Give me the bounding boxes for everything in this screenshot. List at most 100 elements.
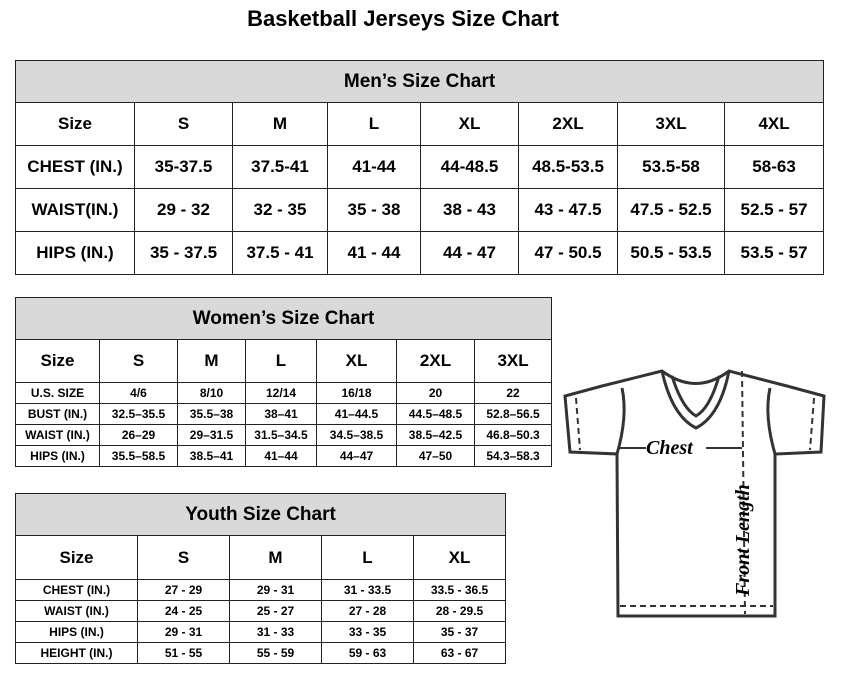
row-label: HIPS (IN.)	[15, 231, 135, 275]
table-row: HIPS (IN.) 29 - 31 31 - 33 33 - 35 35 - 37	[15, 621, 507, 643]
table-cell: 33 - 35	[321, 621, 414, 643]
table-cell: 51 - 55	[137, 642, 230, 664]
table-cell: 29 - 31	[229, 579, 322, 601]
row-label: CHEST (IN.)	[15, 145, 135, 189]
table-cell: 35.5–58.5	[99, 445, 178, 467]
column-header: 2XL	[396, 339, 475, 383]
table-cell: 27 - 28	[321, 600, 414, 622]
table-row: U.S. SIZE 4/6 8/10 12/14 16/18 20 22	[15, 382, 553, 404]
column-header: 2XL	[518, 102, 618, 146]
table-cell: 22	[473, 382, 553, 404]
womens-size-table: Women’s Size Chart Size S M L XL 2XL 3XL U.S. SI…	[14, 297, 553, 467]
table-cell: 63 - 67	[412, 642, 507, 664]
row-label: HIPS (IN.)	[15, 621, 138, 643]
table-cell: 46.8–50.3	[473, 424, 553, 446]
table-cell: 41-44	[327, 145, 421, 189]
column-header: M	[177, 339, 246, 383]
column-header: M	[232, 102, 328, 146]
row-label: U.S. SIZE	[15, 382, 100, 404]
table-cell: 38.5–41	[177, 445, 246, 467]
page-title: Basketball Jerseys Size Chart	[247, 6, 559, 31]
table-cell: 26–29	[99, 424, 178, 446]
table-cell: 29 - 32	[134, 188, 233, 232]
table-row: WAIST(IN.) 29 - 32 32 - 35 35 - 38 38 - 43 43…	[15, 188, 825, 232]
youth-size-table: Youth Size Chart Size S M L XL CHEST (IN.) 27 -…	[14, 493, 507, 664]
row-label: HEIGHT (IN.)	[15, 642, 138, 664]
table-cell: 27 - 29	[137, 579, 230, 601]
table-row: HIPS (IN.) 35.5–58.5 38.5–41 41–44 44–47 47–5…	[15, 445, 553, 467]
column-header: XL	[316, 339, 397, 383]
row-label: WAIST(IN.)	[15, 188, 135, 232]
column-header: L	[327, 102, 421, 146]
table-cell: 34.5–38.5	[316, 424, 397, 446]
table-cell: 53.5-58	[617, 145, 725, 189]
table-cell: 41–44.5	[316, 403, 397, 425]
column-header: S	[134, 102, 233, 146]
table-cell: 44–47	[316, 445, 397, 467]
column-header: Size	[15, 339, 100, 383]
table-cell: 44-48.5	[420, 145, 519, 189]
table-row: BUST (IN.) 32.5–35.5 35.5–38 38–41 41–44.5 44…	[15, 403, 553, 425]
table-cell: 12/14	[245, 382, 317, 404]
table-cell: 37.5-41	[232, 145, 328, 189]
column-header: S	[99, 339, 178, 383]
table-cell: 28 - 29.5	[412, 600, 507, 622]
table-cell: 53.5 - 57	[723, 231, 825, 275]
table-row: WAIST (IN.) 24 - 25 25 - 27 27 - 28 28 - 29.…	[15, 600, 507, 622]
table-cell: 58-63	[723, 145, 825, 189]
table-cell: 35.5–38	[177, 403, 246, 425]
column-header: 4XL	[723, 102, 825, 146]
column-header: 3XL	[617, 102, 725, 146]
column-header: Size	[15, 535, 138, 580]
table-cell: 32 - 35	[232, 188, 328, 232]
table-cell: 35 - 37	[412, 621, 507, 643]
row-label: BUST (IN.)	[15, 403, 100, 425]
table-row: CHEST (IN.) 27 - 29 29 - 31 31 - 33.5 33.5 -…	[15, 579, 507, 601]
table-cell: 33.5 - 36.5	[412, 579, 507, 601]
table-cell: 4/6	[99, 382, 178, 404]
table-cell: 47.5 - 52.5	[617, 188, 725, 232]
column-header: 3XL	[473, 339, 553, 383]
table-cell: 16/18	[316, 382, 397, 404]
table-cell: 37.5 - 41	[232, 231, 328, 275]
table-cell: 31 - 33	[229, 621, 322, 643]
table-cell: 43 - 47.5	[518, 188, 618, 232]
men-table-title: Men’s Size Chart	[14, 60, 825, 103]
table-cell: 47–50	[396, 445, 475, 467]
youth-table-title: Youth Size Chart	[14, 493, 507, 536]
table-cell: 35 - 37.5	[134, 231, 233, 275]
table-cell: 20	[396, 382, 475, 404]
table-cell: 35 - 38	[327, 188, 421, 232]
table-row: WAIST (IN.) 26–29 29–31.5 31.5–34.5 34.5–38.…	[15, 424, 553, 446]
table-cell: 59 - 63	[321, 642, 414, 664]
table-cell: 31.5–34.5	[245, 424, 317, 446]
table-cell: 35-37.5	[134, 145, 233, 189]
table-cell: 29–31.5	[177, 424, 246, 446]
table-cell: 31 - 33.5	[321, 579, 414, 601]
column-header: S	[137, 535, 230, 580]
column-header: L	[321, 535, 414, 580]
table-row: HEIGHT (IN.) 51 - 55 55 - 59 59 - 63 63 - 67	[15, 642, 507, 664]
row-label: CHEST (IN.)	[15, 579, 138, 601]
table-cell: 38 - 43	[420, 188, 519, 232]
table-cell: 55 - 59	[229, 642, 322, 664]
table-cell: 52.5 - 57	[723, 188, 825, 232]
column-header: XL	[420, 102, 519, 146]
front-length-label: Front Length	[732, 484, 754, 597]
chest-label: Chest	[646, 437, 694, 459]
jersey-diagram: Chest Front Length	[563, 369, 826, 618]
table-cell: 38.5–42.5	[396, 424, 475, 446]
table-row: CHEST (IN.) 35-37.5 37.5-41 41-44 44-48.5 48.…	[15, 145, 825, 189]
column-header: L	[245, 339, 317, 383]
table-cell: 25 - 27	[229, 600, 322, 622]
mens-size-table: Men’s Size Chart Size S M L XL 2XL 3XL 4XL CHEST …	[14, 60, 825, 275]
row-label: HIPS (IN.)	[15, 445, 100, 467]
table-cell: 44 - 47	[420, 231, 519, 275]
row-label: WAIST (IN.)	[15, 600, 138, 622]
table-cell: 50.5 - 53.5	[617, 231, 725, 275]
column-header: XL	[412, 535, 507, 580]
table-cell: 52.8–56.5	[473, 403, 553, 425]
table-row: HIPS (IN.) 35 - 37.5 37.5 - 41 41 - 44 44 - …	[15, 231, 825, 275]
table-cell: 38–41	[245, 403, 317, 425]
table-cell: 41 - 44	[327, 231, 421, 275]
